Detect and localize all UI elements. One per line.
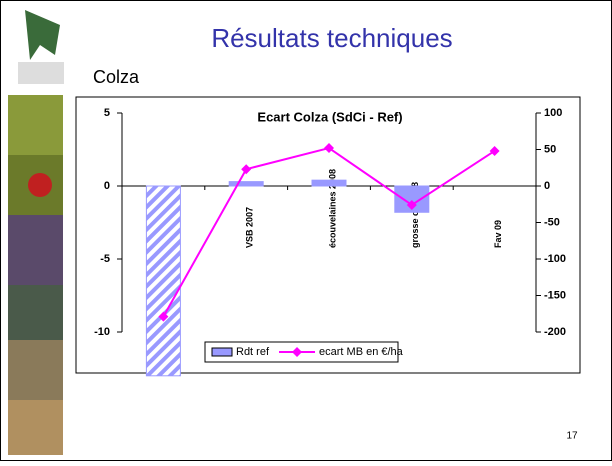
y2-tick-label: -100	[544, 253, 566, 265]
y-tick-label: 5	[104, 107, 110, 119]
legend-marker	[292, 347, 303, 357]
bar	[145, 185, 181, 377]
x-tick-label: Fav 09	[493, 220, 503, 248]
y-tick-label: -10	[94, 326, 110, 338]
x-tick-label: écouvelaines 2008	[327, 169, 337, 248]
bar	[394, 185, 430, 213]
marker	[241, 164, 252, 175]
y2-tick-label: -150	[544, 289, 566, 301]
legend-label: ecart MB en €/ha	[319, 346, 404, 358]
bar	[228, 181, 264, 187]
slide-title: Résultats techniques	[211, 23, 452, 53]
plot: -10-505-200-150-100-50050100Quarante 200…	[94, 107, 566, 377]
chart-title: Ecart Colza (SdCi - Ref)	[257, 109, 402, 124]
legend-swatch	[211, 347, 233, 357]
y-tick-label: -5	[100, 253, 110, 265]
marker	[489, 145, 500, 156]
side-strip	[8, 5, 72, 455]
page-number: 17	[566, 431, 578, 442]
y2-tick-label: -200	[544, 326, 566, 338]
y2-tick-label: 50	[544, 143, 556, 155]
x-tick-label: grosse cotte 08	[410, 182, 420, 248]
marker	[158, 311, 169, 322]
y-tick-label: 0	[104, 180, 110, 192]
x-tick-label: VSB 2007	[245, 207, 255, 248]
marker	[406, 199, 417, 210]
y2-tick-label: 0	[544, 180, 550, 192]
legend-label: Rdt ref	[236, 346, 270, 358]
bar	[311, 179, 347, 187]
y2-tick-label: 100	[544, 107, 562, 119]
marker	[324, 143, 334, 154]
slide-subtitle: Colza	[93, 67, 140, 87]
y2-tick-label: -50	[544, 216, 560, 228]
